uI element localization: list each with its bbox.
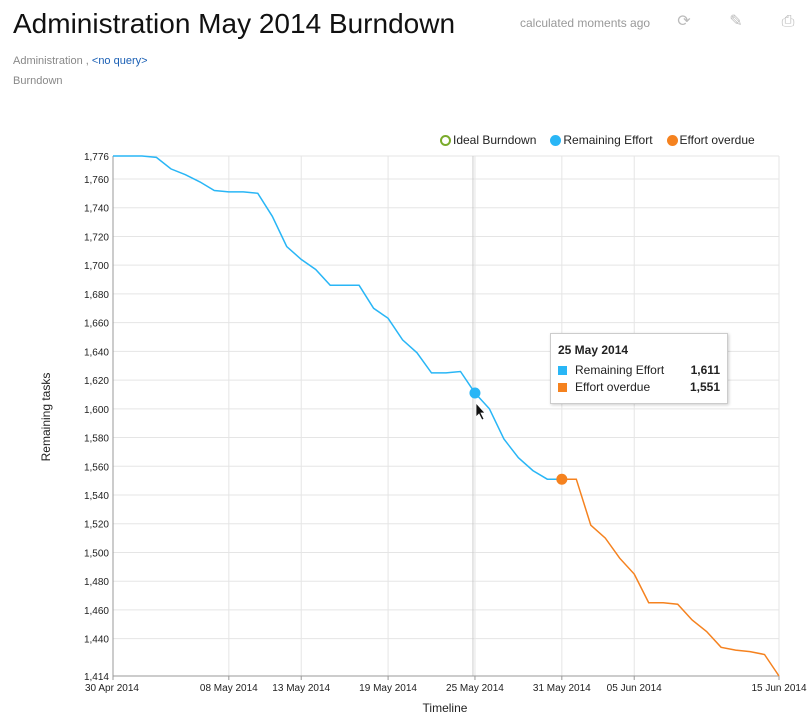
y-tick-label: 1,580: [84, 434, 109, 445]
x-tick-label: 30 Apr 2014: [85, 683, 139, 694]
breadcrumb: Administration , <no query>: [13, 55, 148, 67]
y-tick-label: 1,640: [84, 347, 109, 358]
tooltip-value: 1,551: [689, 380, 720, 394]
x-axis-label: Timeline: [423, 701, 468, 715]
x-tick-label: 13 May 2014: [272, 683, 330, 694]
legend-label-overdue: Effort overdue: [679, 133, 755, 147]
x-tick-label: 08 May 2014: [200, 683, 258, 694]
page-title: Administration May 2014 Burndown: [13, 8, 456, 39]
circle-icon: [666, 134, 678, 146]
series-line-remaining-effort: [113, 155, 562, 480]
tooltip-date: 25 May 2014: [558, 343, 629, 357]
refresh-icon[interactable]: ⟳: [677, 13, 691, 30]
y-tick-label: 1,500: [84, 548, 109, 559]
y-tick-label: 1,440: [84, 635, 109, 646]
square-icon: [558, 365, 567, 375]
legend-item-overdue[interactable]: Effort overdue: [666, 133, 755, 147]
y-tick-label: 1,540: [84, 491, 109, 502]
chart-axes: 1,414 1,440 1,460 1,480 1,500 1,520 1,540 1,560…: [84, 152, 807, 694]
y-tick-label: 1,620: [84, 376, 109, 387]
print-icon[interactable]: ⎙: [781, 13, 795, 30]
chart-lines: [113, 155, 780, 677]
legend-label-ideal: Ideal Burndown: [453, 133, 537, 147]
chart-legend: Ideal Burndown Remaining Effort Effort o…: [440, 133, 755, 147]
x-tick-label: 31 May 2014: [533, 683, 591, 694]
circle-icon: [550, 134, 562, 146]
y-tick-label: 1,460: [84, 606, 109, 617]
tooltip-value: 1,611: [690, 363, 720, 377]
x-tick-label: 15 Jun 2014: [751, 683, 806, 694]
tooltip-label: Effort overdue: [575, 380, 651, 394]
y-tick-label: 1,480: [84, 577, 109, 588]
x-tick-label: 05 Jun 2014: [607, 683, 662, 694]
highlight-point: [556, 473, 568, 485]
y-axis-label: Remaining tasks: [39, 373, 53, 462]
y-tick-label: 1,600: [84, 405, 109, 416]
highlight-point: [469, 387, 481, 399]
y-tick-label: 1,680: [84, 290, 109, 301]
breadcrumb-separator: ,: [82, 55, 89, 67]
legend-label-remaining: Remaining Effort: [563, 133, 653, 147]
hollow-circle-icon: [440, 134, 451, 146]
tooltip-row-overdue: Effort overdue 1,551: [558, 380, 720, 394]
edit-icon[interactable]: ✎: [729, 13, 743, 30]
legend-item-remaining[interactable]: Remaining Effort: [550, 133, 653, 147]
y-tick-label: 1,660: [84, 319, 109, 330]
query-link[interactable]: <no query>: [91, 55, 148, 67]
tooltip-label: Remaining Effort: [575, 363, 665, 377]
cursor-icon: [475, 401, 486, 421]
x-tick-label: 19 May 2014: [359, 683, 417, 694]
legend-item-ideal[interactable]: Ideal Burndown: [440, 133, 536, 147]
y-tick-label: 1,700: [84, 261, 109, 272]
tooltip-row-remaining: Remaining Effort 1,611: [558, 363, 720, 377]
square-icon: [558, 382, 567, 392]
y-tick-label: 1,776: [84, 152, 109, 163]
chart-tooltip: 25 May 2014 Remaining Effort 1,611 Effor…: [550, 333, 728, 404]
y-tick-label: 1,560: [84, 462, 109, 473]
chart-grid: [112, 155, 780, 677]
breadcrumb-project: Administration: [13, 55, 83, 67]
x-tick-label: 25 May 2014: [446, 683, 504, 694]
series-line-effort-overdue: [561, 478, 780, 677]
y-tick-label: 1,520: [84, 520, 109, 531]
y-tick-label: 1,760: [84, 175, 109, 186]
y-tick-label: 1,720: [84, 232, 109, 243]
calculated-status: calculated moments ago: [520, 16, 651, 30]
y-tick-label: 1,414: [84, 672, 109, 683]
y-tick-label: 1,740: [84, 204, 109, 215]
chart-type-label: Burndown: [13, 75, 63, 87]
